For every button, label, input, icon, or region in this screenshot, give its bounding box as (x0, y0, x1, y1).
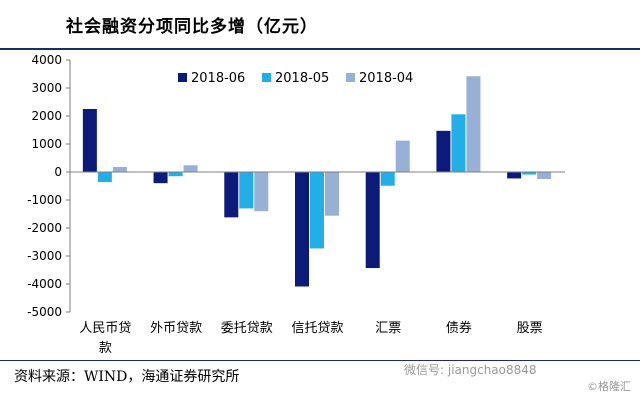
legend-label: 2018-05 (275, 71, 329, 86)
bar-chart: 4000 3000 2000 1000 0 -1000 -2000 -3000 -4000 -50… (27, 53, 565, 356)
y-axis: 4000 3000 2000 1000 0 -1000 -2000 -3000 -4000 -50… (27, 53, 71, 319)
legend-swatch (346, 73, 355, 82)
bar (295, 172, 309, 287)
bar (97, 172, 112, 183)
legend: 2018-06 2018-05 2018-04 (178, 71, 413, 86)
bar (537, 172, 552, 179)
bar (153, 172, 168, 184)
bar (112, 166, 127, 172)
category-label: 外币贷款 (150, 321, 202, 336)
bar (522, 172, 537, 175)
bar (239, 172, 254, 209)
legend-swatch (178, 73, 187, 82)
legend-swatch (262, 73, 271, 82)
title-bar: 社会融资分项同比多增（亿元） (0, 0, 640, 50)
source-divider (0, 360, 640, 361)
y-tick-label: -2000 (27, 221, 62, 235)
y-tick-label: -3000 (27, 249, 62, 263)
bar (507, 172, 522, 179)
bar (183, 165, 198, 172)
category-label: 委托贷款 (221, 321, 273, 336)
category-label: 款 (99, 341, 112, 356)
category-label: 股票 (517, 321, 543, 336)
bar (365, 172, 380, 269)
category-label: 债券 (446, 320, 472, 336)
category-label: 信托贷款 (291, 321, 343, 336)
bar (254, 172, 269, 212)
bar (466, 76, 481, 172)
bar (436, 130, 451, 172)
source-note: 资料来源：WIND，海通证券研究所 (14, 369, 240, 385)
watermark: 微信号: jiangchao8848 (404, 363, 537, 377)
bar (380, 172, 395, 186)
category-label: 人民币贷 (79, 321, 131, 336)
bar (168, 172, 183, 177)
category-label: 汇票 (375, 321, 401, 336)
y-tick-label: 4000 (31, 53, 62, 67)
y-tick-label: 2000 (31, 109, 62, 123)
y-tick-label: -1000 (27, 193, 62, 207)
legend-label: 2018-06 (191, 71, 245, 86)
watermark-logo: ©格隆汇 (587, 380, 631, 393)
bar (325, 172, 339, 216)
chart-title: 社会融资分项同比多增（亿元） (66, 17, 318, 37)
y-tick-label: 0 (54, 165, 62, 179)
bars (82, 76, 552, 287)
bar (395, 140, 410, 172)
y-tick-label: -5000 (27, 305, 62, 319)
y-tick-label: -4000 (27, 277, 62, 291)
legend-label: 2018-04 (359, 71, 413, 86)
bar (310, 172, 324, 249)
bar (451, 114, 466, 172)
bar (82, 109, 97, 172)
y-tick-label: 3000 (31, 81, 62, 95)
bar (224, 172, 239, 218)
y-tick-label: 1000 (31, 137, 62, 151)
